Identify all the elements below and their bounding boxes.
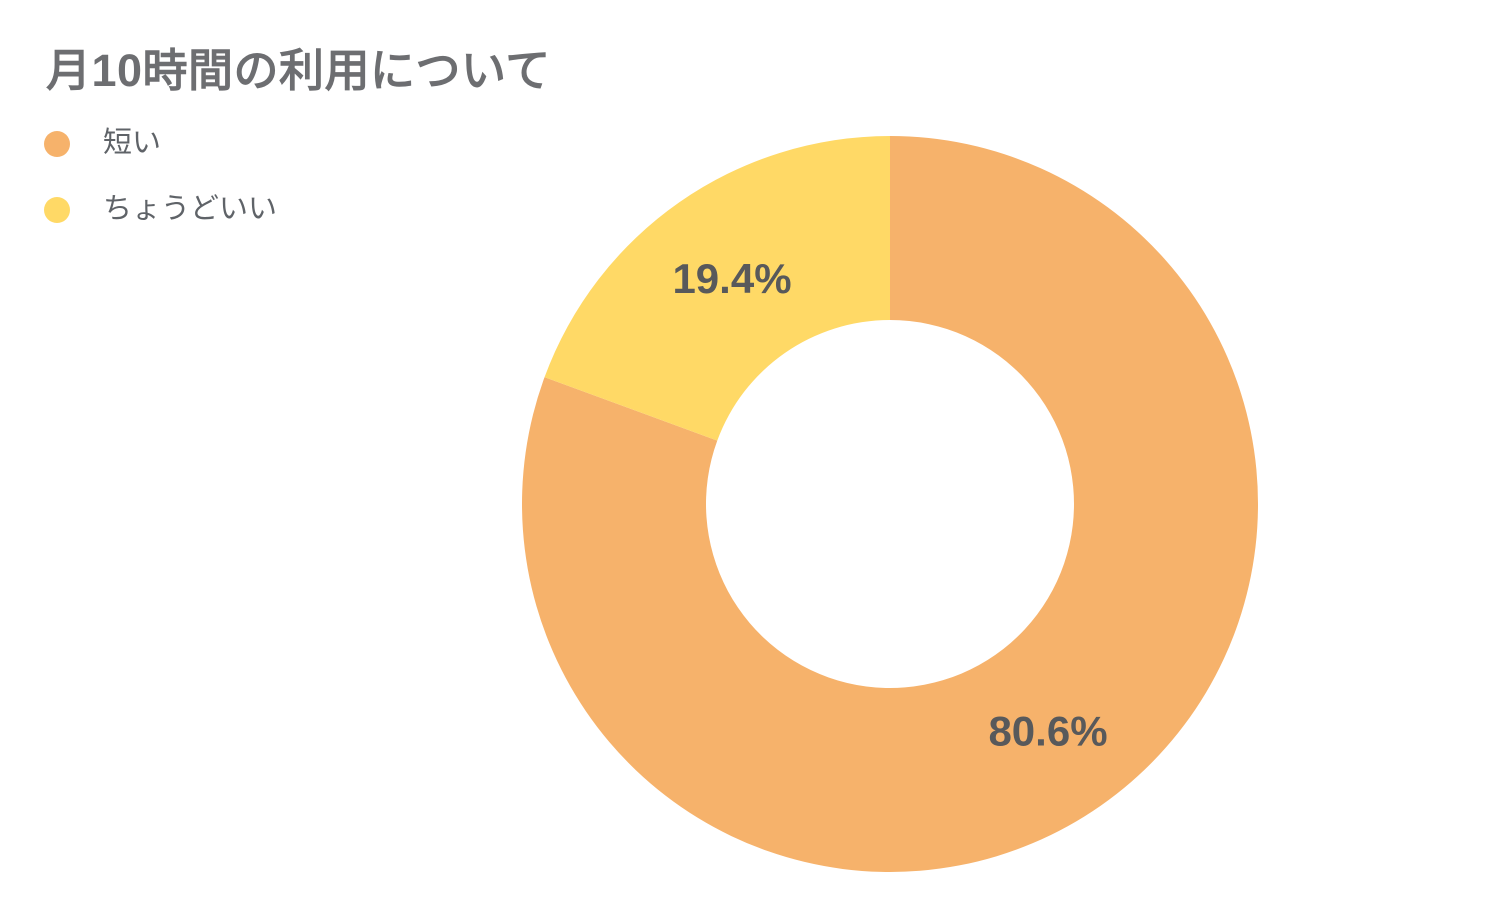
pie-slice-1[interactable] — [544, 136, 890, 441]
chart-title: 月10時間の利用について — [46, 45, 551, 96]
chart-legend: 短い ちょうどいい — [44, 129, 277, 224]
legend-label: 短い — [103, 127, 162, 159]
legend-item-1: ちょうどいい — [44, 195, 277, 224]
legend-label: ちょうどいい — [103, 193, 278, 225]
legend-swatch-icon — [44, 130, 70, 157]
slice-label-0: 80.6% — [988, 707, 1107, 754]
legend-item-0: 短い — [44, 129, 277, 158]
slice-label-1: 19.4% — [672, 255, 791, 302]
pie-slice-0[interactable] — [522, 135, 1259, 873]
legend-swatch-icon — [44, 196, 70, 223]
